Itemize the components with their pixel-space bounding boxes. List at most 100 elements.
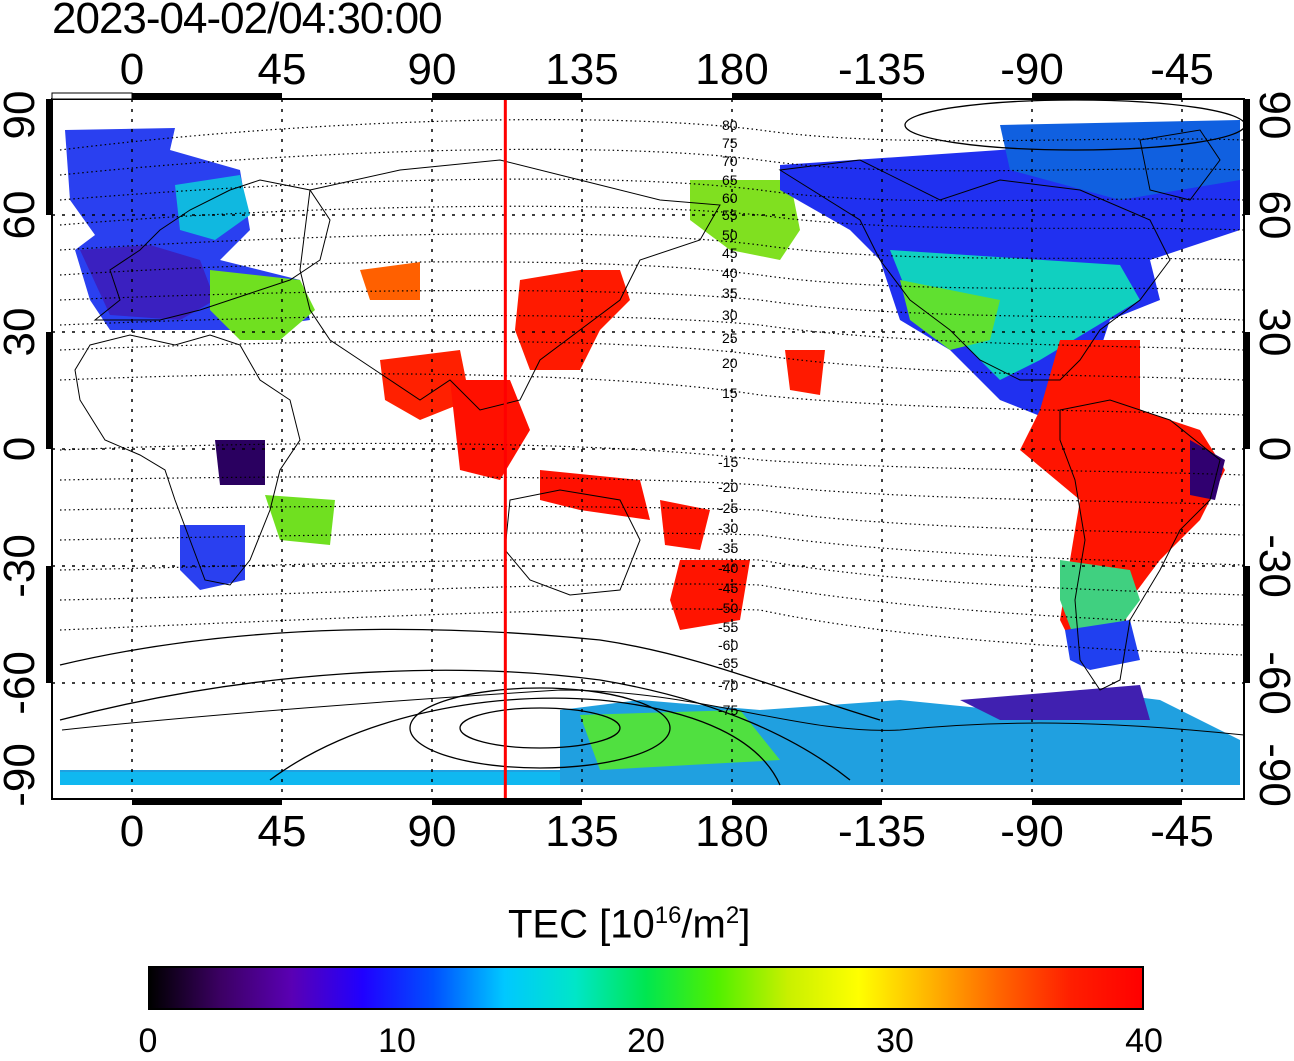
tec-data-layer (60, 120, 1240, 785)
right-lat-tick: 0 (1250, 437, 1294, 461)
contour-label: 45 (722, 245, 738, 261)
tec-region-mid-pacific (785, 350, 825, 395)
top-lon-ticks: 0 45 90 135 180 -135 -90 -45 (120, 45, 1214, 94)
lat-lon-grid (52, 99, 1244, 799)
contour-label: -45 (718, 580, 738, 596)
tec-region-antarctic-green (580, 710, 780, 770)
top-lon-tick: 0 (120, 45, 144, 94)
colorbar-title-mid: /m (681, 902, 726, 947)
tec-region-mideast (210, 270, 315, 340)
top-lon-tick: -135 (838, 45, 926, 94)
frame-band-left (46, 99, 52, 683)
contour-label: 30 (722, 307, 738, 323)
tec-region-antarctic-strip (60, 772, 560, 785)
coast-africa (74, 334, 301, 586)
left-lat-tick: 90 (0, 91, 44, 140)
contour-label: 55 (722, 207, 738, 223)
colorbar-tick-label: 40 (1125, 1022, 1163, 1060)
tec-region-sa-blue (1065, 620, 1140, 670)
frame-band-bottom (132, 799, 1182, 805)
left-lat-tick: 30 (0, 308, 44, 357)
bottom-lon-tick: 0 (120, 807, 144, 856)
left-lat-tick: 60 (0, 191, 44, 240)
contour-label: -20 (718, 479, 738, 495)
colorbar-tick-label: 30 (876, 1022, 914, 1060)
top-lon-tick: 135 (545, 45, 618, 94)
bottom-lon-tick: 180 (695, 807, 768, 856)
colorbar-tick-label: 20 (627, 1022, 665, 1060)
tec-region-asia-orange (360, 262, 420, 300)
tec-region-africa-dark (215, 440, 265, 485)
tec-region-safrica (180, 525, 245, 590)
contour-label: 60 (722, 190, 738, 206)
contour-label: -15 (718, 454, 738, 470)
contour-label: 40 (722, 265, 738, 281)
contour-label: -60 (718, 637, 738, 653)
contour-label: -70 (718, 677, 738, 693)
tec-region-kamchatka (690, 180, 800, 260)
contour-label: 75 (722, 135, 738, 151)
frame-band-top (51, 92, 1182, 100)
bottom-lon-tick: -135 (838, 807, 926, 856)
tec-region-pacific (660, 500, 710, 550)
contour-label: 80 (722, 117, 738, 133)
top-lon-tick: -45 (1150, 45, 1214, 94)
contour-label: -50 (718, 600, 738, 616)
contour-label: 20 (722, 355, 738, 371)
tec-region-europe-inner (80, 245, 215, 320)
frame-band-right (1244, 99, 1250, 683)
bottom-lon-ticks: 0 45 90 135 180 -135 -90 -45 (120, 807, 1214, 856)
contour-label: 25 (722, 330, 738, 346)
tec-region-japan (515, 270, 630, 370)
bottom-lon-tick: 45 (258, 807, 307, 856)
left-lat-ticks: 90 60 30 0 -30 -60 -90 (0, 91, 44, 807)
left-lat-tick: -90 (0, 743, 44, 807)
right-lat-tick: -60 (1250, 651, 1294, 715)
colorbar-tick-label: 10 (378, 1022, 416, 1060)
bottom-lon-tick: 90 (408, 807, 457, 856)
right-lat-tick: 30 (1250, 308, 1294, 357)
contour-label: 15 (722, 385, 738, 401)
tec-region-india (380, 350, 470, 420)
tec-region-sa-dark (1190, 440, 1225, 500)
tec-map: 8075706560555045403530252015-15-20-25-30… (0, 45, 1294, 856)
left-lat-tick: -30 (0, 534, 44, 598)
tec-region-antarctic-purple (960, 685, 1150, 720)
colorbar-title-exp2: 2 (725, 902, 740, 929)
right-lat-tick: -90 (1250, 743, 1294, 807)
tec-region-nz (670, 560, 750, 630)
tec-region-madagascar (265, 495, 335, 545)
right-lat-tick: 60 (1250, 191, 1294, 240)
coast-greenland (1139, 129, 1221, 201)
bottom-lon-tick: 135 (545, 807, 618, 856)
left-lat-tick: 0 (0, 437, 44, 461)
contour-label: 70 (722, 153, 738, 169)
bottom-lon-tick: -45 (1150, 807, 1214, 856)
timestamp-label: 2023-04-02/04:30:00 (52, 0, 443, 43)
coast-asia (299, 159, 721, 411)
contour-label: 65 (722, 172, 738, 188)
top-lon-tick: 45 (258, 45, 307, 94)
coast-australia (504, 489, 641, 596)
coast-antarctica (61, 689, 1244, 736)
left-lat-tick: -60 (0, 651, 44, 715)
top-lon-tick: -90 (1000, 45, 1064, 94)
contour-label: -55 (718, 619, 738, 635)
colorbar (148, 966, 1144, 1010)
tec-region-arctic-blue (1000, 120, 1240, 200)
colorbar-tick-label: 0 (138, 1022, 158, 1060)
contour-label: -35 (718, 540, 738, 556)
top-lon-tick: 90 (408, 45, 457, 94)
right-lat-ticks: 90 60 30 0 -30 -60 -90 (1250, 91, 1294, 807)
bottom-lon-tick: -90 (1000, 807, 1064, 856)
coast-north-america (778, 159, 1171, 381)
top-lon-tick: 180 (695, 45, 768, 94)
contour-label: 35 (722, 285, 738, 301)
colorbar-title-end: ] (739, 902, 751, 947)
coastlines (61, 129, 1244, 736)
tec-region-seasia (450, 380, 530, 480)
coast-south-america (1059, 399, 1221, 691)
colorbar-title-exp1: 16 (654, 902, 682, 929)
tec-region-mideast-cyan (175, 175, 250, 240)
